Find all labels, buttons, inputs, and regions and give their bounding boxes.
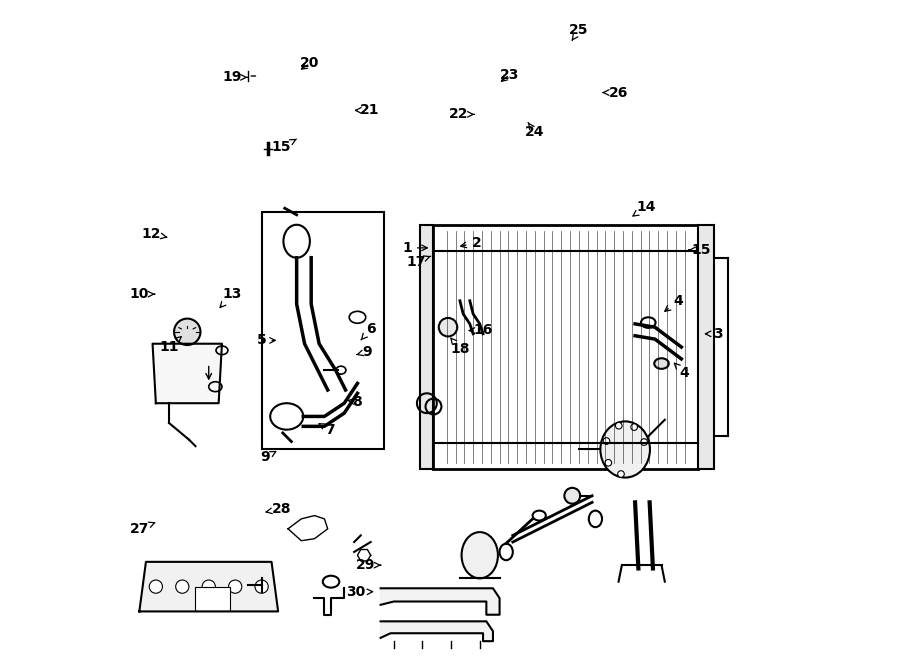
Bar	[262, 212, 384, 449]
Text: 30: 30	[346, 585, 373, 600]
Text: 18: 18	[450, 338, 470, 356]
Circle shape	[255, 580, 268, 594]
Text: 6: 6	[361, 322, 375, 340]
Text: 25: 25	[569, 23, 589, 40]
Text: 9: 9	[260, 450, 275, 465]
Text: 9: 9	[357, 344, 373, 359]
Text: 1: 1	[402, 241, 428, 255]
Circle shape	[149, 580, 163, 594]
Circle shape	[641, 439, 647, 446]
Ellipse shape	[462, 532, 498, 578]
Circle shape	[603, 438, 610, 444]
Ellipse shape	[323, 576, 339, 588]
Text: 29: 29	[356, 558, 381, 572]
Text: 26: 26	[603, 85, 628, 100]
Text: 23: 23	[500, 67, 519, 82]
Circle shape	[605, 459, 612, 466]
Text: 4: 4	[674, 363, 689, 381]
Text: 7: 7	[319, 422, 335, 437]
Circle shape	[616, 422, 622, 429]
Text: 17: 17	[406, 254, 431, 269]
Text: 10: 10	[130, 287, 155, 301]
Bar	[195, 587, 230, 611]
Circle shape	[631, 424, 637, 430]
Polygon shape	[381, 588, 500, 615]
Circle shape	[439, 318, 457, 336]
Text: 15: 15	[688, 243, 711, 257]
Circle shape	[617, 471, 625, 477]
Text: 15: 15	[272, 139, 296, 155]
Text: 28: 28	[266, 502, 292, 516]
Text: 14: 14	[633, 200, 656, 216]
Ellipse shape	[654, 358, 669, 369]
Text: 5: 5	[256, 333, 275, 348]
Text: 20: 20	[301, 56, 320, 71]
Text: 12: 12	[141, 227, 166, 241]
Circle shape	[564, 488, 580, 504]
Text: 4: 4	[665, 293, 683, 311]
Text: 11: 11	[159, 336, 181, 354]
Polygon shape	[698, 225, 715, 469]
Polygon shape	[140, 562, 278, 611]
Polygon shape	[381, 621, 493, 641]
Circle shape	[229, 580, 242, 594]
Ellipse shape	[349, 311, 365, 323]
Circle shape	[174, 319, 201, 345]
Text: 21: 21	[356, 103, 379, 118]
Polygon shape	[153, 344, 222, 403]
Text: 27: 27	[130, 522, 155, 536]
Text: 8: 8	[347, 395, 363, 409]
Text: 24: 24	[525, 122, 544, 139]
Ellipse shape	[600, 422, 650, 477]
Text: 3: 3	[706, 327, 723, 341]
Circle shape	[202, 580, 215, 594]
Text: 2: 2	[461, 235, 482, 250]
Text: 16: 16	[469, 323, 492, 338]
Polygon shape	[420, 225, 434, 469]
Circle shape	[176, 580, 189, 594]
Ellipse shape	[336, 366, 346, 374]
Text: 22: 22	[449, 107, 474, 122]
Text: 13: 13	[220, 287, 241, 307]
Text: 19: 19	[222, 70, 248, 85]
